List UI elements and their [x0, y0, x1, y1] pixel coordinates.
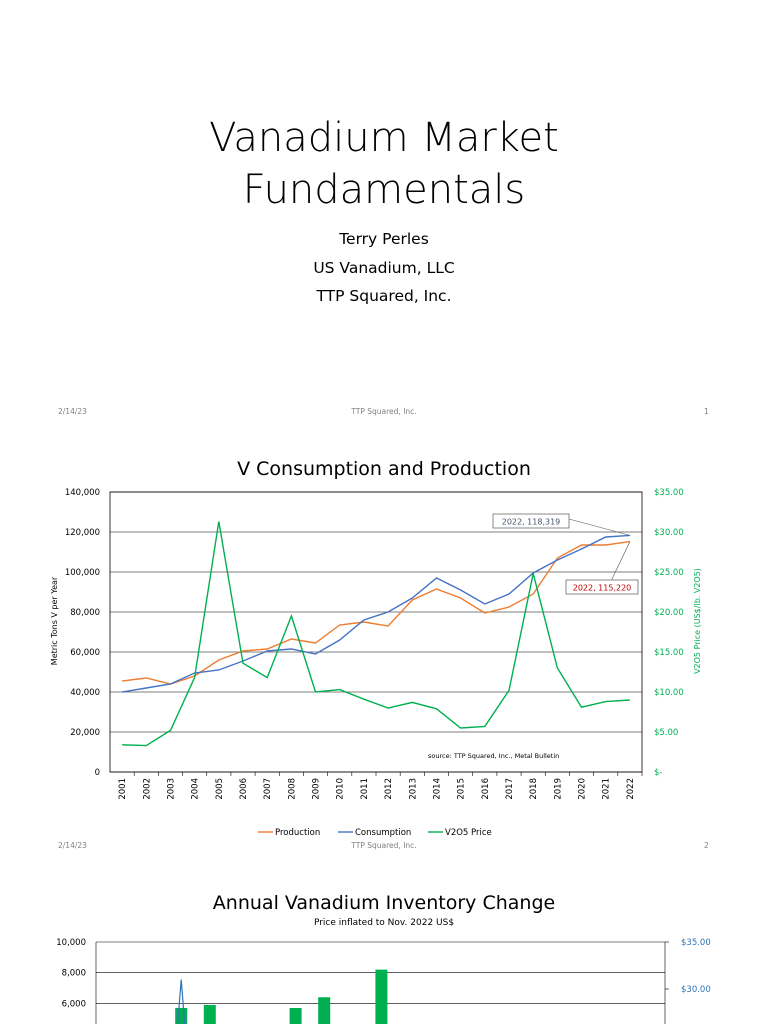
chart-title: V Consumption and Production [237, 458, 531, 480]
footer-page-number: 1 [704, 407, 709, 416]
consumption-line [121, 534, 630, 693]
legend-label: Production [275, 828, 320, 838]
consumption-production-slide: V Consumption and Production 140,000 120,… [0, 430, 768, 860]
y2-tick-label: $30.00 [654, 528, 684, 538]
footer-date: 2/14/23 [58, 407, 87, 416]
x-axis-ticks: 2001 2002 2003 2004 2005 2006 2007 2008 2009 2010… [118, 772, 643, 800]
y-tick-label: 0 [95, 768, 100, 778]
y2-tick-label: $35.00 [681, 938, 711, 948]
y2-tick-label: $25.00 [654, 568, 684, 578]
x-tick-label: 2003 [166, 778, 176, 800]
v2o5-price-line [122, 521, 630, 747]
x-tick-label: 2006 [239, 778, 249, 800]
chart-title: Annual Vanadium Inventory Change [212, 892, 556, 914]
presentation-title: Vanadium Market Fundamentals [0, 112, 768, 216]
legend-label: V2O5 Price [445, 828, 492, 838]
callout-box [565, 579, 639, 595]
chart-series [121, 521, 630, 747]
footer-center: TTP Squared, Inc. [351, 407, 417, 416]
title-slide: Vanadium Market Fundamentals Terry Perle… [0, 0, 768, 430]
x-tick-label: 2008 [287, 778, 297, 800]
chart-legend: Production Consumption V2O5 Price [258, 828, 492, 838]
y2-tick-label: $15.00 [654, 648, 684, 658]
price-line-segment [177, 979, 186, 1024]
y-tick-label: 120,000 [65, 528, 100, 538]
x-tick-label: 2014 [432, 778, 442, 800]
y-tick-label: 8,000 [62, 969, 86, 979]
inventory-bar [318, 997, 331, 1024]
x-tick-label: 2005 [215, 778, 225, 800]
production-line [122, 540, 630, 685]
chart-annotations: 2022, 118,319 2022, 115,220 [492, 513, 639, 595]
y-tick-label: 6,000 [62, 999, 86, 1009]
x-tick-label: 2022 [626, 778, 636, 800]
plot-area-border [109, 491, 643, 773]
x-tick-label: 2001 [118, 778, 128, 800]
left-axis-ticks: 10,000 8,000 6,000 [56, 938, 86, 1009]
callout-leader [611, 541, 631, 580]
inventory-change-chart: 10,000 8,000 6,000 $35.00 $30.00 [56, 938, 711, 1024]
x-tick-label: 2021 [602, 778, 612, 800]
source-note: source: TTP Squared, Inc., Metal Bulleti… [428, 752, 559, 760]
left-axis-ticks: 140,000 120,000 100,000 80,000 60,000 40,000 2… [65, 488, 100, 778]
inventory-bar [203, 1004, 216, 1024]
inventory-bar [375, 969, 388, 1024]
x-tick-label: 2002 [142, 778, 152, 800]
company-line-1: US Vanadium, LLC [313, 259, 455, 277]
footer-date: 2/14/23 [58, 841, 87, 850]
production-callout-label: 2022, 115,220 [573, 584, 632, 593]
y2-tick-label: $5.00 [654, 728, 678, 738]
y-tick-label: 140,000 [65, 488, 100, 498]
y-tick-label: 80,000 [70, 608, 100, 618]
y2-tick-label: $10.00 [654, 688, 684, 698]
footer-page-number: 2 [704, 841, 709, 850]
y2-tick-label: $35.00 [654, 488, 684, 498]
title-line-2: Fundamentals [242, 167, 526, 213]
x-tick-label: 2013 [408, 778, 418, 800]
chart-price-line [177, 979, 186, 1024]
right-axis-ticks: $35.00 $30.00 [665, 938, 711, 995]
chart-subtitle: Price inflated to Nov. 2022 US$ [313, 918, 455, 928]
y-tick-label: 10,000 [56, 938, 86, 948]
x-tick-label: 2018 [529, 778, 539, 800]
x-tick-label: 2004 [191, 778, 201, 800]
legend-label: Consumption [355, 828, 411, 838]
inventory-bar [175, 1008, 188, 1024]
y-axis-label: Metric Tons V per Year [50, 576, 59, 665]
right-axis-ticks: $35.00 $30.00 $25.00 $20.00 $15.00 $10.00 $5.0… [654, 488, 684, 778]
y2-tick-label: $30.00 [681, 985, 711, 995]
inventory-change-slide: Annual Vanadium Inventory Change Price i… [0, 860, 768, 1024]
chart-bars [175, 969, 388, 1024]
callout-box [492, 513, 570, 529]
x-tick-label: 2020 [578, 778, 588, 800]
x-tick-label: 2010 [336, 778, 346, 800]
y-tick-label: 20,000 [70, 728, 100, 738]
x-tick-label: 2017 [505, 778, 515, 800]
y-tick-label: 60,000 [70, 648, 100, 658]
chart-axes [109, 491, 643, 773]
x-tick-label: 2015 [457, 778, 467, 800]
x-tick-label: 2007 [263, 778, 273, 800]
y2-tick-label: $20.00 [654, 608, 684, 618]
y2-tick-label: $- [654, 768, 662, 778]
author-name: Terry Perles [339, 230, 429, 248]
x-tick-label: 2019 [553, 778, 563, 800]
x-tick-label: 2011 [360, 778, 370, 800]
footer-center: TTP Squared, Inc. [351, 841, 417, 850]
company-line-2: TTP Squared, Inc. [316, 287, 452, 305]
x-tick-label: 2009 [312, 778, 322, 800]
consumption-production-chart: 140,000 120,000 100,000 80,000 60,000 40,000 2… [50, 488, 702, 838]
y-tick-label: 100,000 [65, 568, 100, 578]
chart-gridlines [110, 491, 642, 773]
inventory-bar [289, 1008, 302, 1024]
y2-axis-label: V2O5 Price (US$/lb. V2O5) [693, 568, 702, 674]
title-line-1: Vanadium Market [209, 115, 559, 161]
y-tick-label: 40,000 [70, 688, 100, 698]
callout-leader [568, 518, 630, 536]
consumption-callout-label: 2022, 118,319 [502, 518, 561, 527]
x-tick-label: 2012 [384, 778, 394, 800]
x-tick-label: 2016 [481, 778, 491, 800]
